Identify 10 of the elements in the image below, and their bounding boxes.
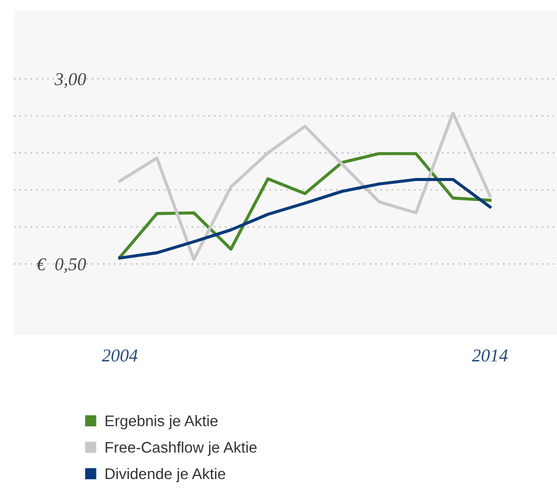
y-tick-label: € 0,50	[36, 258, 86, 273]
x-tick-label: 2004	[102, 349, 138, 362]
legend-label: Ergebnis je Aktie	[106, 415, 218, 430]
x-tick-label: 2014	[472, 349, 508, 362]
y-tick-label: 3,00	[54, 73, 86, 88]
line-series	[118, 152, 492, 259]
legend-label: Dividende je Aktie	[106, 468, 226, 482]
legend-label: Free-Cashflow je Aktie	[106, 442, 257, 456]
line-series	[118, 178, 492, 260]
line-series	[118, 111, 492, 262]
